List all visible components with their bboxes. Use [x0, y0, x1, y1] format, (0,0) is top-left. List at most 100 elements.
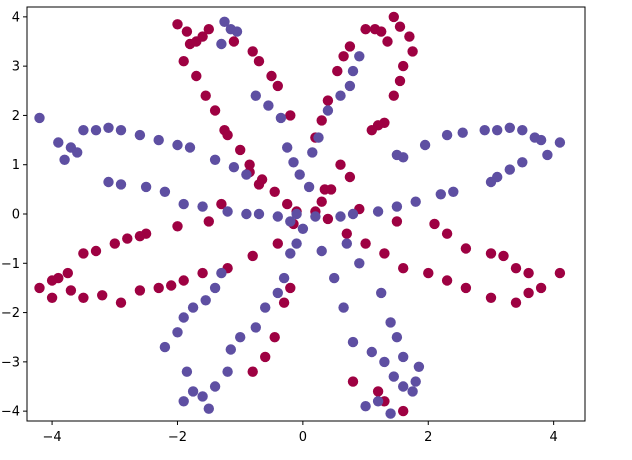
- data-point-class_1-94: [316, 245, 327, 257]
- data-point-class_0-78: [322, 213, 334, 225]
- data-point-class_0-40: [332, 65, 343, 77]
- y-tick-label: 2: [12, 109, 20, 124]
- data-point-class_1-13: [209, 154, 221, 165]
- data-point-class_1-95: [329, 272, 340, 284]
- data-point-class_1-113: [385, 408, 396, 419]
- data-point-class_0-24: [360, 24, 371, 35]
- data-point-class_1-14: [228, 162, 240, 173]
- data-point-class_1-101: [398, 381, 409, 392]
- data-point-class_0-66: [97, 290, 108, 301]
- data-point-class_1-15: [241, 169, 252, 180]
- data-point-class_1-69: [310, 211, 321, 222]
- data-point-class_1-18: [140, 181, 152, 193]
- data-point-class_1-100: [388, 371, 399, 382]
- data-point-class_0-55: [90, 245, 102, 257]
- data-point-class_0-61: [46, 275, 58, 286]
- data-point-class_1-73: [285, 248, 296, 259]
- data-point-class_1-38: [307, 147, 318, 158]
- data-point-class_0-20: [253, 56, 265, 67]
- data-point-class_0-56: [78, 248, 89, 259]
- data-point-class_1-56: [554, 137, 566, 148]
- data-point-class_1-87: [209, 282, 221, 294]
- data-point-class_1-22: [222, 206, 233, 217]
- data-point-class_1-9: [134, 129, 146, 141]
- data-point-class_0-9: [209, 105, 221, 116]
- data-point-class_1-19: [159, 186, 171, 197]
- data-point-class_1-88: [200, 295, 211, 306]
- data-point-class_0-104: [260, 351, 271, 363]
- data-point-class_1-16: [103, 176, 114, 188]
- data-point-class_0-50: [216, 198, 227, 210]
- data-point-class_0-6: [178, 56, 189, 67]
- data-point-class_1-52: [504, 122, 515, 133]
- data-point-class_0-1: [181, 26, 193, 37]
- data-point-class_1-57: [542, 149, 553, 161]
- data-point-class_0-90: [554, 267, 566, 279]
- data-point-class_1-24: [253, 208, 265, 220]
- data-point-class_1-64: [410, 196, 421, 207]
- data-point-class_0-63: [46, 292, 58, 303]
- data-point-class_1-93: [216, 267, 227, 279]
- data-point-class_1-20: [178, 198, 189, 210]
- data-point-class_1-111: [372, 396, 384, 407]
- data-point-class_1-23: [241, 208, 252, 220]
- data-point-class_1-107: [385, 317, 396, 328]
- data-point-class_1-58: [517, 157, 528, 168]
- data-point-class_0-16: [282, 198, 293, 210]
- y-tick-label: −1: [1, 257, 20, 272]
- data-point-class_0-57: [122, 233, 133, 244]
- data-point-class_1-3: [72, 147, 83, 158]
- data-point-class_1-84: [181, 366, 193, 377]
- data-point-class_0-64: [65, 285, 77, 296]
- data-point-class_1-47: [419, 139, 431, 151]
- y-tick-label: 4: [12, 10, 20, 25]
- data-point-class_1-110: [341, 238, 352, 249]
- data-point-class_0-91: [523, 267, 534, 279]
- data-point-class_0-27: [382, 36, 393, 47]
- y-tick-label: −3: [1, 355, 20, 370]
- data-point-class_0-58: [134, 231, 146, 242]
- data-point-class_1-1: [53, 137, 64, 148]
- data-point-class_1-29: [231, 26, 243, 37]
- data-point-class_0-45: [344, 171, 356, 183]
- data-point-class_1-46: [398, 152, 409, 163]
- data-point-class_0-7: [191, 70, 202, 82]
- data-point-class_1-76: [260, 302, 271, 313]
- data-point-class_0-33: [394, 75, 406, 87]
- data-point-class_1-12: [184, 142, 196, 153]
- x-tick-label: 0: [299, 430, 307, 445]
- data-point-class_0-88: [523, 287, 534, 299]
- data-point-class_0-74: [247, 250, 258, 262]
- data-point-class_0-102: [278, 297, 290, 308]
- data-point-class_1-89: [187, 302, 199, 313]
- data-point-class_1-48: [441, 129, 453, 141]
- data-point-class_1-4: [59, 154, 70, 165]
- data-point-class_0-106: [372, 386, 384, 397]
- data-point-class_1-43: [347, 65, 359, 77]
- y-tick-label: −2: [1, 306, 20, 321]
- axis-ticks: −4 −2 0 2 4 −4 −3 −2 −1 0 1 2 3 4: [1, 10, 558, 445]
- x-tick-label: −2: [168, 430, 187, 445]
- data-point-class_1-112: [360, 401, 371, 412]
- data-point-class_1-83: [187, 386, 199, 397]
- data-point-class_1-59: [504, 164, 515, 175]
- data-point-class_0-21: [266, 70, 277, 82]
- data-point-class_1-8: [115, 125, 127, 136]
- data-point-class_0-29: [394, 21, 406, 32]
- data-point-class_0-103: [269, 332, 280, 343]
- data-point-class_0-80: [360, 238, 371, 249]
- data-point-class_0-38: [344, 41, 356, 52]
- x-tick-label: −4: [42, 430, 61, 445]
- data-point-class_1-26: [285, 216, 296, 227]
- axes-frame: [26, 6, 586, 422]
- data-point-class_0-89: [535, 282, 547, 294]
- data-point-class_1-27: [219, 16, 230, 27]
- data-point-class_0-49: [253, 179, 265, 190]
- data-point-class_0-47: [316, 196, 327, 207]
- x-tick-label: 4: [550, 430, 558, 445]
- data-point-class_0-83: [423, 267, 434, 279]
- data-point-class_1-62: [448, 186, 459, 197]
- data-point-class_0-11: [222, 129, 233, 141]
- y-tick-label: −4: [1, 405, 20, 420]
- y-tick-label: 3: [12, 60, 20, 75]
